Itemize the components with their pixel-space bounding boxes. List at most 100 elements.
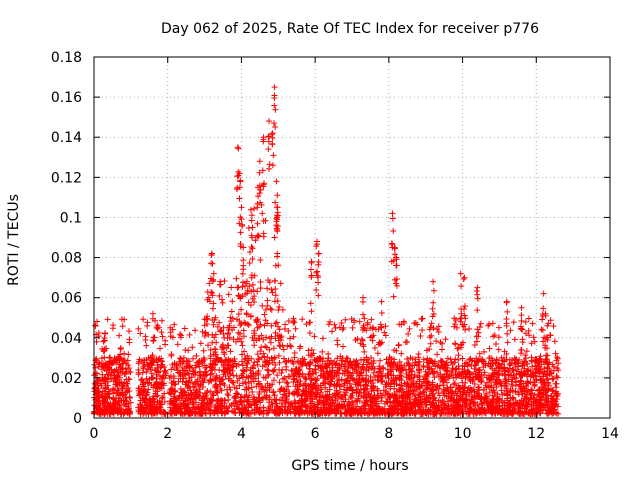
data-point — [498, 387, 505, 394]
data-point — [275, 323, 282, 330]
data-point — [179, 364, 186, 371]
data-point — [322, 384, 329, 391]
data-point — [184, 384, 191, 391]
x-tick-label: 0 — [90, 426, 99, 442]
data-point — [390, 398, 397, 405]
data-point — [504, 392, 511, 399]
data-point — [400, 318, 407, 325]
data-point — [430, 324, 437, 331]
data-point — [259, 210, 266, 217]
data-point — [441, 410, 448, 417]
data-point — [248, 384, 255, 391]
data-point — [349, 406, 356, 413]
data-point — [192, 327, 199, 334]
data-point — [411, 410, 418, 417]
data-point — [390, 293, 397, 300]
data-point — [105, 371, 112, 378]
data-point — [148, 408, 155, 415]
data-point — [138, 377, 145, 384]
data-point — [155, 368, 162, 375]
data-point — [171, 360, 178, 367]
data-point — [522, 319, 529, 326]
data-point — [339, 394, 346, 401]
data-point — [167, 404, 174, 411]
data-point — [390, 257, 397, 264]
data-point — [285, 383, 292, 390]
data-point — [161, 390, 168, 397]
data-point — [426, 392, 433, 399]
data-point — [355, 393, 362, 400]
data-point — [331, 383, 338, 390]
data-point — [226, 384, 233, 391]
data-point — [159, 333, 166, 340]
data-point — [378, 373, 385, 380]
data-point — [225, 375, 232, 382]
data-point — [227, 386, 234, 393]
data-point — [150, 334, 157, 341]
data-point — [401, 380, 408, 387]
data-point — [249, 245, 256, 252]
data-point — [121, 350, 128, 357]
data-point — [207, 346, 214, 353]
data-point — [306, 371, 313, 378]
data-point — [510, 367, 517, 374]
data-point — [206, 280, 213, 287]
data-point — [256, 190, 263, 197]
data-point — [162, 372, 169, 379]
data-point — [92, 322, 99, 329]
data-point — [141, 396, 148, 403]
data-point — [262, 359, 269, 366]
data-point — [536, 368, 543, 375]
data-point — [412, 392, 419, 399]
data-point — [221, 382, 228, 389]
data-point — [280, 355, 287, 362]
data-point — [547, 332, 554, 339]
data-point — [349, 362, 356, 369]
data-point — [245, 404, 252, 411]
data-point — [462, 315, 469, 322]
data-point — [97, 376, 104, 383]
y-tick-label: 0.12 — [51, 170, 82, 186]
data-point — [239, 270, 246, 277]
data-point — [454, 371, 461, 378]
y-tick-label: 0.16 — [51, 90, 82, 106]
data-point — [415, 407, 422, 414]
data-point — [315, 410, 322, 417]
data-point — [361, 348, 368, 355]
data-point — [271, 392, 278, 399]
data-point — [112, 359, 119, 366]
data-point — [445, 405, 452, 412]
data-point — [366, 410, 373, 417]
data-point — [379, 372, 386, 379]
data-point — [101, 354, 108, 361]
data-point — [102, 374, 109, 381]
data-point — [95, 388, 102, 395]
data-point — [256, 335, 263, 342]
data-point — [233, 275, 240, 282]
data-point — [408, 368, 415, 375]
data-point — [183, 409, 190, 416]
data-point — [158, 329, 165, 336]
data-point — [126, 410, 133, 417]
data-point — [462, 326, 469, 333]
data-point — [398, 403, 405, 410]
data-point — [272, 199, 279, 206]
data-point — [158, 401, 165, 408]
data-point — [127, 399, 134, 406]
data-point — [265, 277, 272, 284]
data-point — [157, 345, 164, 352]
data-point — [327, 357, 334, 364]
data-point — [290, 333, 297, 340]
data-point — [206, 298, 213, 305]
data-point — [550, 376, 557, 383]
data-point — [469, 377, 476, 384]
data-point — [543, 345, 550, 352]
data-point — [308, 384, 315, 391]
data-point — [336, 366, 343, 373]
data-point — [280, 386, 287, 393]
data-point — [256, 389, 263, 396]
data-point — [122, 397, 129, 404]
data-point — [376, 368, 383, 375]
data-point — [289, 403, 296, 410]
data-point — [476, 356, 483, 363]
